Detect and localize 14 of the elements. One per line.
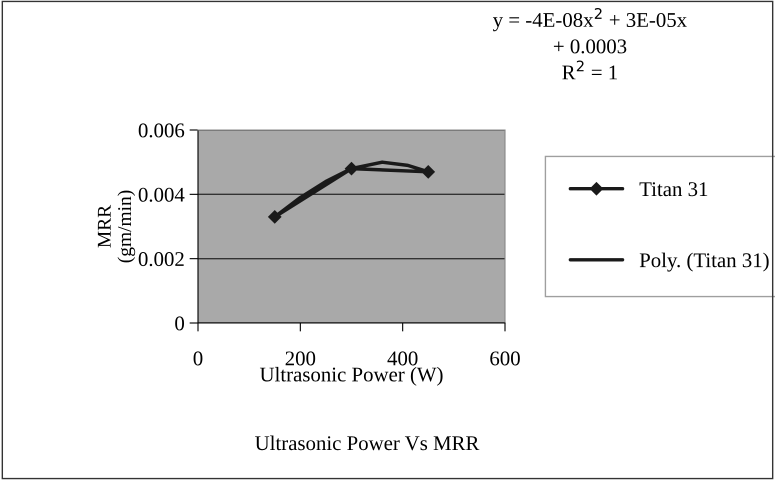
text: y = -4E-08x$^{2}$ + 3E-05x + 0.0003 R$^{2}$ = 1 — [492, 8, 687, 80]
x-tick-label: 200 — [286, 351, 316, 366]
y-tick-label: 0 — [175, 316, 184, 330]
x-tick-label: 400 — [387, 351, 418, 366]
x-tick-label: 600 — [490, 351, 520, 366]
y-tick-label: 0.002 — [138, 252, 184, 266]
legend-label: Titan 31 — [640, 182, 708, 196]
text: Ultrasonic Power Vs MRR — [255, 436, 480, 450]
x-tick-label: 0 — [194, 351, 202, 366]
y-tick-label: 0.006 — [138, 123, 184, 138]
x-axis-title: Ultrasonic Power (W) — [260, 366, 443, 386]
y-axis-title: MRR (gm/min) — [98, 190, 136, 262]
legend-label: Poly. (Titan 31) — [640, 252, 769, 272]
y-tick-label: 0.004 — [138, 188, 184, 202]
